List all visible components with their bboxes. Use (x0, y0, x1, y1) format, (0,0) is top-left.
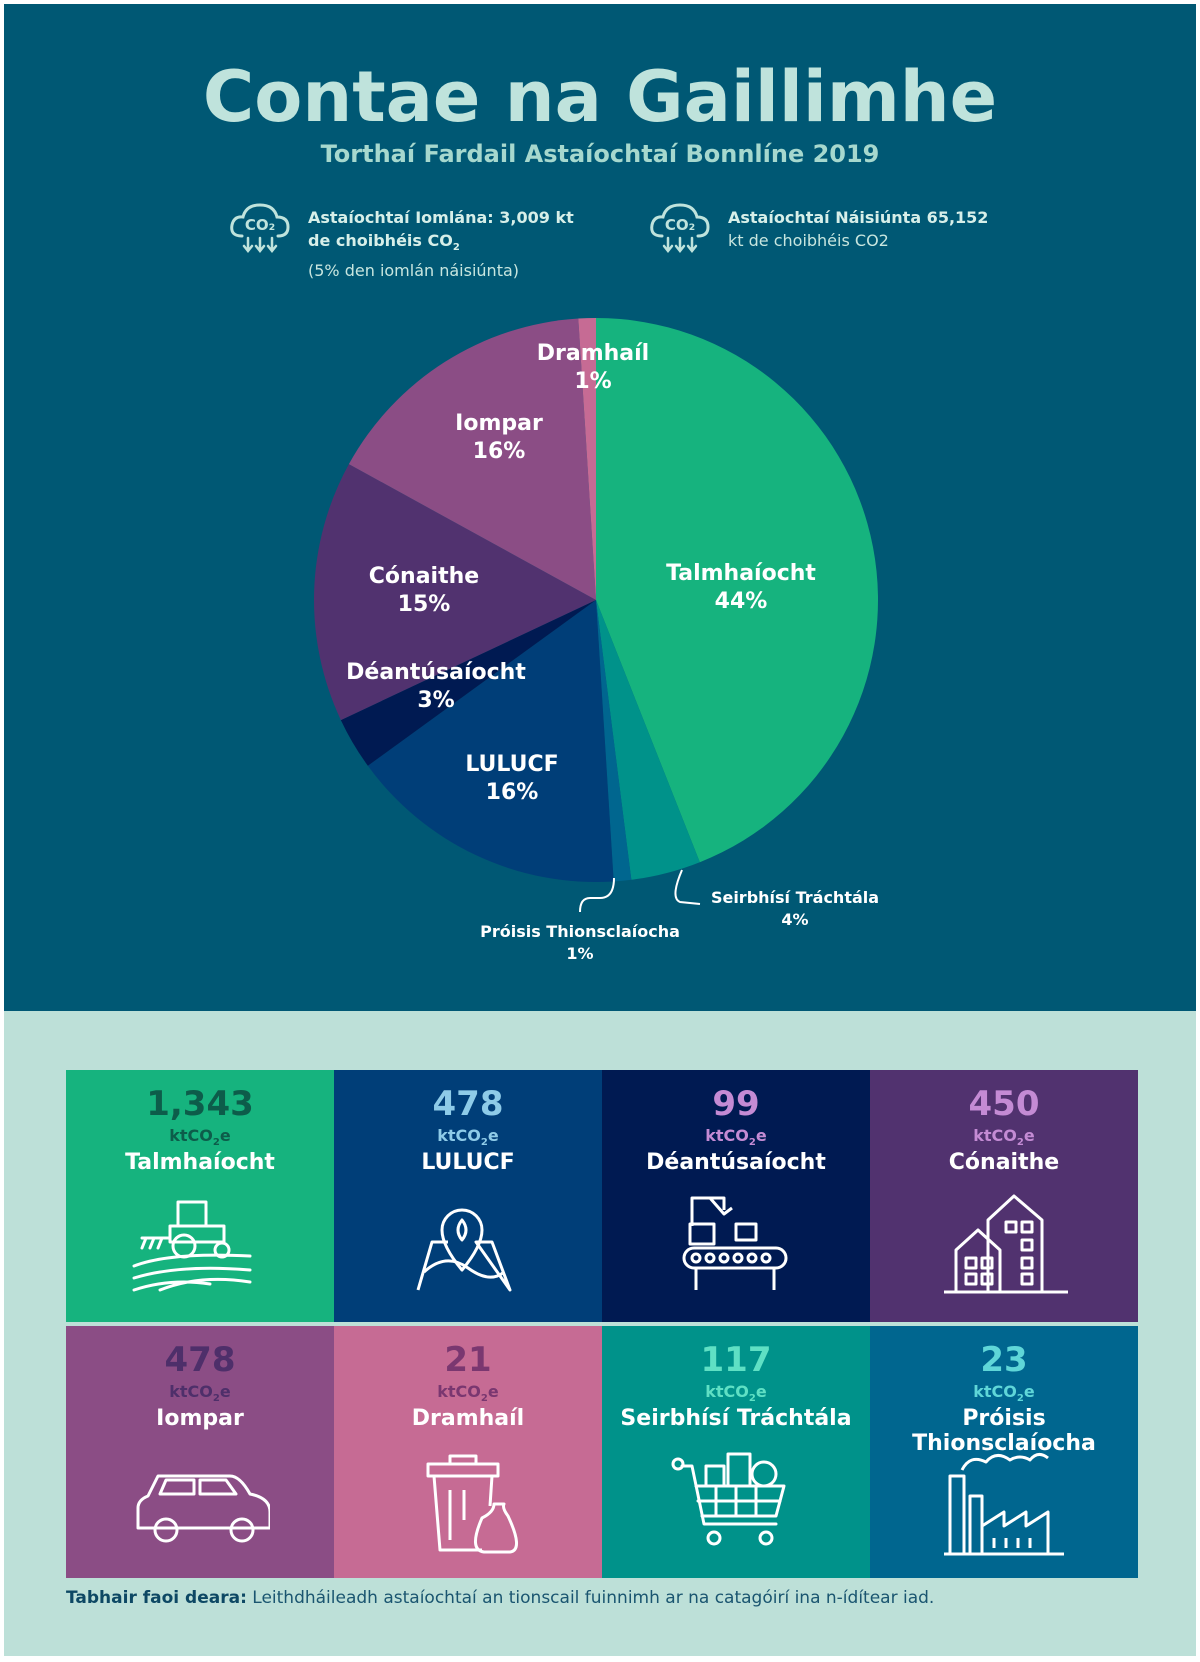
co2-cloud-icon: CO₂ (230, 203, 290, 254)
sector-unit: ktCO2e (705, 1126, 767, 1149)
footnote: Tabhair faoi deara: Leithdháileadh astaí… (66, 1588, 934, 1608)
sector-unit: ktCO2e (705, 1382, 767, 1405)
co2-cloud-icon: CO₂ (650, 203, 710, 254)
pie-label-percent: 4% (781, 910, 808, 929)
leader-line-proisis (579, 877, 615, 913)
pie-label-name: Seirbhísí Tráchtála (711, 888, 879, 907)
pie-label-name: Iompar (455, 411, 543, 436)
pie-label-name: Próisis Thionsclaíocha (480, 922, 680, 941)
footnote-text: Leithdháileadh astaíochtaí an tionscail … (252, 1588, 935, 1608)
sector-name: Dramhaíl (411, 1406, 525, 1431)
pie-label-name: Cónaithe (369, 564, 479, 589)
total-emissions-line2: de choibhéis CO (308, 231, 453, 250)
sector-tile-pr-isis-thionscla-ocha: 23 ktCO2e Próisis Thionsclaíocha (870, 1326, 1138, 1578)
pie-chart: Talmhaíocht 44% Seirbhísí Tráchtála 4% Próis… (313, 318, 879, 963)
car-icon (136, 1474, 270, 1543)
leader-line-seirbhisi (674, 869, 701, 905)
pie-slice-iompar (348, 318, 596, 600)
pie-slice-talmha-ocht (596, 318, 878, 863)
sector-name: LULUCF (421, 1150, 515, 1175)
pie-label-name: Talmhaíocht (666, 561, 816, 586)
pie-label-name: Déantúsaíocht (346, 660, 526, 685)
pie-slice-pr-isis-thionscla-ocha (596, 600, 632, 882)
sector-name: Seirbhísí Tráchtála (620, 1406, 852, 1431)
sector-value: 478 (164, 1340, 236, 1380)
pie-slice-dramha-l (578, 318, 596, 600)
shopping-cart-icon (671, 1452, 786, 1546)
svg-text:CO₂: CO₂ (245, 216, 275, 234)
pie-label-percent: 15% (398, 592, 451, 617)
sector-value: 1,343 (146, 1084, 254, 1124)
sector-unit: ktCO2e (169, 1126, 231, 1149)
pie-label-percent: 1% (574, 369, 611, 394)
pie-slice-d-ant-sa-ocht (340, 600, 596, 766)
sector-tile-d-ant-sa-ocht: 99 ktCO2e Déantúsaíocht (602, 1070, 870, 1322)
total-emissions-stat: Astaíochtaí Iomlána: 3,009 kt de choibhé… (308, 208, 574, 281)
sector-tile-iompar: 478 ktCO2e Iompar (66, 1326, 334, 1578)
sector-value: 99 (712, 1084, 760, 1124)
pie-label-percent: 1% (566, 944, 593, 963)
sector-name: Cónaithe (948, 1150, 1060, 1175)
footnote-label: Tabhair faoi deara: (66, 1588, 247, 1608)
pie-slice-lulucf (367, 600, 614, 882)
pie-label-percent: 44% (715, 589, 768, 614)
sector-tile-dramha-l: 21 ktCO2e Dramhaíl (334, 1326, 602, 1578)
pie-label-percent: 16% (473, 439, 526, 464)
sector-tile-lulucf: 478 ktCO2e LULUCF (334, 1070, 602, 1322)
sector-unit: ktCO2e (437, 1126, 499, 1149)
sector-value: 21 (444, 1340, 492, 1380)
national-emissions-line1: Astaíochtaí Náisiúnta 65,152 (728, 208, 989, 227)
sector-tile-c-naithe: 450 ktCO2e Cónaithe (870, 1070, 1138, 1322)
sector-unit: ktCO2e (973, 1382, 1035, 1405)
national-emissions-stat: Astaíochtaí Náisiúnta 65,152 kt de choib… (728, 206, 988, 252)
national-emissions-line2: kt de choibhéis CO2 (728, 231, 889, 250)
land-pin-icon (416, 1208, 512, 1292)
sector-name: Iompar (156, 1406, 244, 1431)
sector-unit: ktCO2e (437, 1382, 499, 1405)
sector-tile-seirbh-s-tr-cht-la: 117 ktCO2e Seirbhísí Tráchtála (602, 1326, 870, 1578)
pie-label-percent: 16% (486, 780, 539, 805)
sector-name: Talmhaíocht (125, 1150, 275, 1175)
waste-bin-icon (426, 1454, 518, 1554)
tractor-icon (132, 1200, 252, 1292)
buildings-icon (944, 1194, 1068, 1294)
page-title: Contae na Gaillimhe (202, 56, 998, 138)
svg-text:CO₂: CO₂ (665, 216, 695, 234)
pie-slice-c-naithe (313, 464, 596, 721)
industry-icon (944, 1453, 1064, 1556)
total-emissions-line1: Astaíochtaí Iomlána: 3,009 kt (308, 208, 574, 227)
total-emissions-line3: (5% den iomlán náisiúnta) (308, 261, 520, 281)
sector-unit: ktCO2e (169, 1382, 231, 1405)
sector-value: 478 (432, 1084, 504, 1124)
pie-slice-seirbh-s-tr-cht-la (596, 600, 700, 880)
pie-label-name: Dramhaíl (537, 341, 649, 366)
sector-value: 450 (968, 1084, 1040, 1124)
sector-unit: ktCO2e (973, 1126, 1035, 1149)
page-subtitle: Torthaí Fardail Astaíochtaí Bonnlíne 201… (320, 140, 880, 168)
sector-tile-talmha-ocht: 1,343 ktCO2e Talmhaíocht (66, 1070, 334, 1322)
sector-name: Próisis Thionsclaíocha (912, 1406, 1096, 1456)
sector-value: 117 (700, 1340, 772, 1380)
sector-value: 23 (980, 1340, 1028, 1380)
pie-label-percent: 3% (417, 688, 454, 713)
pie-label-name: LULUCF (465, 752, 558, 777)
factory-conveyor-icon (682, 1196, 788, 1290)
sector-name: Déantúsaíocht (646, 1150, 826, 1175)
